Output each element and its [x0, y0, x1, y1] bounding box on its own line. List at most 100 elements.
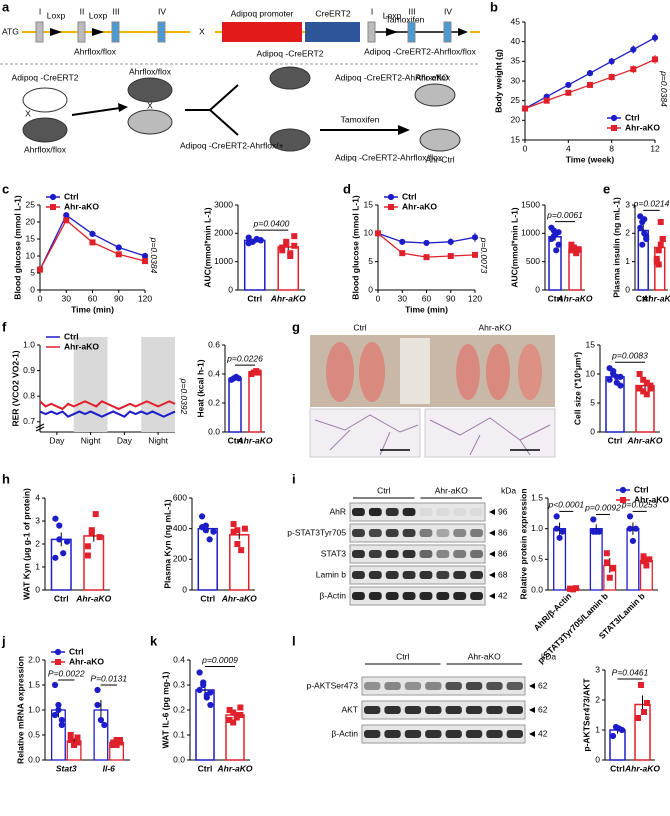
y-tick-label: 0	[35, 584, 40, 594]
band	[404, 706, 422, 714]
x-tick-label: Ahr-aKO	[75, 593, 111, 603]
panel-label: i	[292, 471, 296, 486]
y-tick-label: 20	[511, 115, 521, 125]
marker	[291, 242, 298, 249]
diagram-text: I	[371, 6, 373, 16]
p-value: P=0.0461	[612, 667, 649, 677]
band	[402, 550, 416, 558]
band	[486, 682, 503, 690]
photo-label: Ctrl	[353, 322, 366, 332]
bar	[50, 538, 72, 591]
panel-label: f	[2, 319, 7, 334]
y-tick-label: 30	[511, 75, 521, 85]
y-tick-label: 0.8	[23, 390, 35, 400]
kda-label: 62	[538, 704, 548, 714]
band	[384, 682, 401, 690]
x-tick-label: Day	[49, 435, 65, 445]
legend-label: Ahr-aKO	[625, 122, 660, 132]
marker	[606, 574, 613, 581]
band	[436, 529, 450, 537]
group-label: Ctrl	[377, 485, 390, 495]
x-tick-label: 8	[609, 143, 614, 153]
marker	[555, 241, 562, 248]
y-tick-label: 45	[511, 16, 521, 26]
marker	[610, 368, 617, 375]
y-tick-label: 3	[35, 515, 40, 525]
band	[368, 508, 382, 516]
p-value: p=0.0009	[201, 655, 238, 665]
band	[385, 529, 399, 537]
marker	[71, 742, 78, 748]
y-tick-label: 25	[511, 95, 521, 105]
y-tick-label: 0.4	[208, 368, 220, 378]
arrow	[489, 551, 495, 557]
marker	[375, 230, 381, 237]
x-axis-label: Time (min)	[405, 304, 448, 314]
y-tick-label: 1000	[521, 228, 540, 238]
panel-label: e	[603, 181, 610, 196]
marker	[618, 726, 626, 734]
y-tick-label: 3	[595, 664, 600, 674]
x-tick-label: 0	[523, 143, 528, 153]
group-label: Ahr-aKO	[435, 485, 468, 495]
y-tick-label: 0.6	[208, 339, 220, 349]
marker	[641, 709, 647, 715]
y-tick-label: 10	[586, 368, 596, 378]
p-annotation: p=0.0384	[659, 70, 669, 107]
marker	[543, 97, 550, 104]
p-annotation: p=0.0073	[479, 237, 489, 274]
marker	[94, 686, 101, 694]
diagram-text: Tamoxifen	[341, 114, 380, 124]
band	[352, 529, 365, 537]
diagram-text: X	[199, 26, 205, 36]
marker	[610, 114, 618, 122]
band	[436, 592, 450, 600]
x-tick-label: 120	[138, 293, 152, 303]
band	[419, 529, 433, 537]
x-tick-label: 12	[650, 143, 660, 153]
y-axis-label: WAT Kyn (μg g-1 of protein)	[21, 488, 31, 600]
marker	[202, 527, 209, 534]
marker	[596, 528, 603, 535]
p-value: p=0.0092	[584, 503, 621, 513]
marker	[245, 234, 252, 241]
y-tick-label: 500	[526, 256, 540, 266]
marker	[56, 522, 63, 529]
bar	[589, 528, 603, 591]
marker	[617, 373, 624, 380]
y-tick-label: 0	[182, 584, 187, 594]
marker	[210, 528, 217, 535]
diagram-text: ATG	[2, 26, 19, 36]
marker	[567, 585, 574, 592]
marker	[200, 679, 207, 686]
band	[470, 550, 483, 558]
y-tick-label: 0.0	[208, 426, 220, 436]
y-tick-label: 0.9	[23, 365, 35, 375]
marker	[255, 369, 262, 376]
marker	[587, 81, 593, 88]
x-tick-label: 0	[376, 293, 381, 303]
marker	[49, 193, 57, 201]
x-tick-label: Ctrl	[228, 435, 243, 445]
legend-label: Ctrl	[64, 191, 79, 201]
x-tick-label: Ahr-aKO	[237, 435, 273, 445]
diagram-text: Loxp	[47, 10, 66, 20]
marker	[643, 233, 650, 240]
y-axis-label: WAT IL-6 (pg mg-1)	[160, 671, 170, 748]
series-line	[39, 410, 176, 418]
x-tick-label: Ahr-aKO	[221, 593, 257, 603]
x-tick-label: 60	[422, 293, 432, 303]
marker	[257, 237, 264, 244]
marker	[447, 238, 454, 245]
y-tick-label: 0.5	[28, 729, 40, 739]
row-label: β-Actin	[331, 728, 358, 738]
marker	[659, 236, 666, 242]
y-tick-label: 25	[26, 199, 36, 209]
p-value: p=0.0400	[253, 218, 290, 228]
x-tick-label: Ctrl	[200, 593, 215, 603]
kda-label: 96	[498, 506, 508, 516]
legend-label: Ahr-aKO	[64, 201, 99, 211]
x-tick-label: 120	[468, 293, 482, 303]
band	[368, 571, 382, 579]
